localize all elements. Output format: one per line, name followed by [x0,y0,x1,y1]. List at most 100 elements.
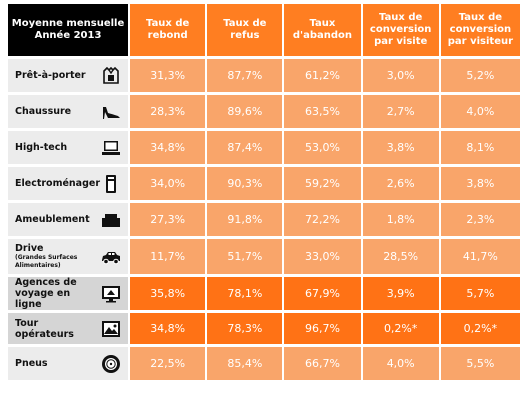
row-label-text: Pneus [15,358,48,369]
armchair-icon [100,209,122,231]
value-cell: 85,4% [205,344,283,380]
row-label-text: Chaussure [15,106,72,117]
value-cell: 3,0% [360,56,439,92]
value-cell: 63,5% [282,92,361,128]
value-cell: 5,7% [438,274,520,310]
row-label-text: Agences de voyage en ligne [15,277,77,310]
row-label-cell: Drive (Grandes Surfaces Alimentaires) [8,236,129,274]
appliance-icon [100,173,122,195]
row-label-box: Electroménager [8,173,128,195]
header-col-1-line-1: Taux de [146,18,190,29]
row-label-box: Chaussure [8,101,128,123]
value-cell: 96,7% [282,310,361,344]
table-row: Chaussure 28,3% 89,6% 63,5% 2,7% 4,0% [8,92,520,128]
value-cell: 61,2% [282,56,361,92]
header-col-abandon-rate: Taux d'abandon [282,4,361,56]
value-cell: 66,7% [282,344,361,380]
header-col-5-line-3: par visiteur [447,36,514,47]
row-label-cell: Electroménager [8,164,129,200]
value-cell: 8,1% [438,128,520,164]
header-corner-line-1: Moyenne mensuelle [11,18,125,29]
ecommerce-rates-table: Moyenne mensuelle Année 2013 Taux de reb… [8,4,520,380]
row-label: Chaussure [15,106,71,117]
row-label-text: Tour opérateurs [15,317,74,340]
row-label-cell: Agences de voyage en ligne [8,274,129,310]
value-cell: 27,3% [128,200,206,236]
row-label: Electroménager [15,178,100,189]
car-icon [100,246,122,268]
value-cell: 28,5% [360,236,439,274]
row-label-text: Drive [15,243,44,254]
value-cell: 0,2%* [360,310,439,344]
header-col-bounce-rate: Taux de rebond [128,4,206,56]
row-label-box: Pneus [8,353,128,375]
value-cell: 33,0% [282,236,361,274]
value-cell: 3,8% [438,164,520,200]
header-col-5-line-2: conversion [449,24,512,35]
value-cell: 78,1% [205,274,283,310]
header-col-4-line-2: conversion [369,24,432,35]
table-row: Pneus 22,5% 85,4% 66,7% 4,0% 5,5% [8,344,520,380]
value-cell: 1,8% [360,200,439,236]
row-label: Tour opérateurs [15,318,100,340]
header-col-1-line-2: rebond [147,30,188,41]
row-label: Drive (Grandes Surfaces Alimentaires) [15,243,100,270]
table-row: Tour opérateurs 34,8% 78,3% 96,7% 0,2%* 0,2%* [8,310,520,344]
value-cell: 89,6% [205,92,283,128]
value-cell: 31,3% [128,56,206,92]
value-cell: 87,4% [205,128,283,164]
header-col-5-line-1: Taux de [458,12,503,23]
value-cell: 59,2% [282,164,361,200]
value-cell: 53,0% [282,128,361,164]
value-cell: 2,6% [360,164,439,200]
row-label-box: Ameublement [8,209,128,231]
row-label: Prêt-à-porter [15,70,86,81]
row-label-text: Ameublement [15,214,90,225]
value-cell: 22,5% [128,344,206,380]
header-col-2-line-1: Taux de refus [223,18,267,41]
value-cell: 34,8% [128,310,206,344]
row-label-cell: Chaussure [8,92,129,128]
row-label: Ameublement [15,214,90,225]
header-col-conversion-per-visit: Taux de conversion par visite [360,4,439,56]
row-label-cell: Ameublement [8,200,129,236]
header-corner-line-2: Année 2013 [34,30,102,41]
table-row: Electroménager 34,0% 90,3% 59,2% 2,6% 3,8% [8,164,520,200]
value-cell: 41,7% [438,236,520,274]
value-cell: 72,2% [282,200,361,236]
header-col-3-line-2: d'abandon [292,30,353,41]
value-cell: 4,0% [438,92,520,128]
table-row: High-tech 34,8% 87,4% 53,0% 3,8% 8,1% [8,128,520,164]
row-label-box: Tour opérateurs [8,318,128,340]
value-cell: 3,8% [360,128,439,164]
value-cell: 11,7% [128,236,206,274]
value-cell: 67,9% [282,274,361,310]
value-cell: 51,7% [205,236,283,274]
row-label-cell: Tour opérateurs [8,310,129,344]
table-row: Agences de voyage en ligne 35,8% 78,1% 67,9… [8,274,520,310]
value-cell: 5,2% [438,56,520,92]
value-cell: 78,3% [205,310,283,344]
row-label-box: High-tech [8,137,128,159]
clothing-icon [100,65,122,87]
laptop-icon [100,137,122,159]
value-cell: 90,3% [205,164,283,200]
value-cell: 3,9% [360,274,439,310]
value-cell: 35,8% [128,274,206,310]
value-cell: 5,5% [438,344,520,380]
header-col-3-line-1: Taux [309,18,336,29]
table-row: Prêt-à-porter 31,3% 87,7% 61,2% 3,0% 5,2% [8,56,520,92]
value-cell: 2,3% [438,200,520,236]
tire-icon [100,353,122,375]
monitor-icon [100,283,122,305]
row-label: High-tech [15,142,67,153]
row-label-box: Agences de voyage en ligne [8,277,128,310]
row-label-box: Prêt-à-porter [8,65,128,87]
header-col-4-line-3: par visite [374,36,428,47]
row-label-box: Drive (Grandes Surfaces Alimentaires) [8,243,128,270]
picture-icon [100,318,122,340]
row-label-cell: Pneus [8,344,129,380]
row-label: Agences de voyage en ligne [15,277,93,310]
header-row: Moyenne mensuelle Année 2013 Taux de reb… [8,4,520,56]
